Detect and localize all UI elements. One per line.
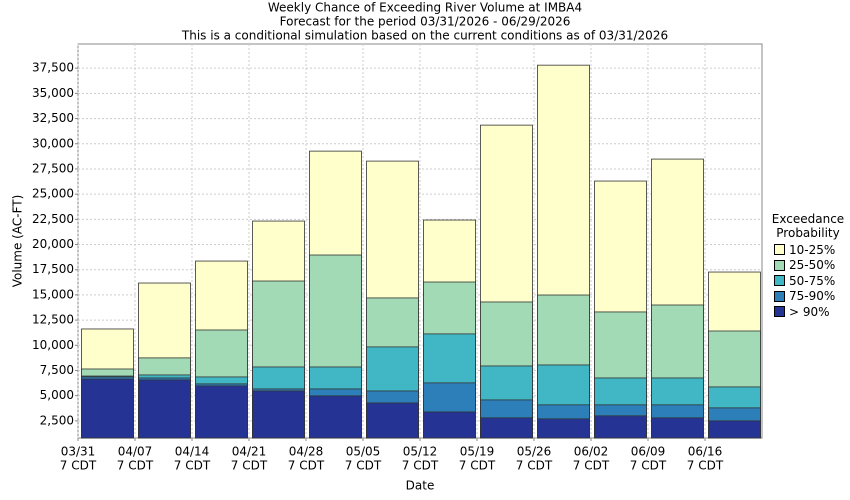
bar bbox=[537, 418, 590, 439]
bar bbox=[708, 420, 761, 439]
legend: Exceedance Probability 10-25% 25-50% 50-75… bbox=[766, 212, 850, 320]
x-tick-sublabel: 7 CDT bbox=[117, 459, 154, 473]
x-tick-label: 06/16 bbox=[688, 445, 723, 459]
x-tick-sublabel: 7 CDT bbox=[345, 459, 382, 473]
bar bbox=[480, 417, 533, 439]
bar bbox=[651, 417, 704, 439]
bar bbox=[423, 411, 476, 439]
legend-item: > 90% bbox=[766, 304, 850, 320]
legend-swatch bbox=[774, 244, 785, 256]
y-tick-label: 12,500 bbox=[32, 313, 74, 327]
y-tick-label: 10,000 bbox=[32, 338, 74, 352]
bar bbox=[195, 385, 248, 439]
x-tick-label: 06/09 bbox=[631, 445, 666, 459]
y-axis-title: Volume (AC-FT) bbox=[11, 195, 25, 288]
bar bbox=[138, 379, 191, 439]
legend-item: 75-90% bbox=[766, 289, 850, 305]
legend-label: > 90% bbox=[789, 304, 830, 319]
x-tick-sublabel: 7 CDT bbox=[630, 459, 667, 473]
grid bbox=[77, 44, 762, 438]
legend-label: 25-50% bbox=[789, 258, 836, 273]
legend-swatch bbox=[774, 275, 785, 287]
legend-item: 25-50% bbox=[766, 258, 850, 274]
x-tick-sublabel: 7 CDT bbox=[174, 459, 211, 473]
legend-swatch bbox=[774, 259, 785, 271]
legend-item: 50-75% bbox=[766, 273, 850, 289]
y-tick-label: 20,000 bbox=[32, 237, 74, 251]
x-tick-label: 05/19 bbox=[460, 445, 495, 459]
bar bbox=[366, 402, 419, 439]
bar bbox=[81, 378, 134, 439]
y-tick-label: 32,500 bbox=[32, 111, 74, 125]
legend-item: 10-25% bbox=[766, 242, 850, 258]
x-tick-label: 06/02 bbox=[574, 445, 609, 459]
x-tick-label: 04/07 bbox=[118, 445, 153, 459]
x-tick-sublabel: 7 CDT bbox=[573, 459, 610, 473]
y-tick-label: 35,000 bbox=[32, 86, 74, 100]
legend-label: 10-25% bbox=[789, 242, 836, 257]
x-tick-label: 04/28 bbox=[289, 445, 324, 459]
x-tick-label: 04/14 bbox=[175, 445, 210, 459]
chart-subtitle: Forecast for the period 03/31/2026 - 06/… bbox=[280, 15, 571, 29]
legend-swatch bbox=[774, 290, 785, 302]
bar bbox=[594, 415, 647, 439]
y-tick-label: 27,500 bbox=[32, 161, 74, 175]
y-tick-label: 5,000 bbox=[40, 388, 74, 402]
x-tick-label: 03/31 bbox=[61, 445, 96, 459]
x-axis-title: Date bbox=[406, 479, 435, 493]
x-tick-sublabel: 7 CDT bbox=[687, 459, 724, 473]
x-tick-label: 04/21 bbox=[232, 445, 267, 459]
y-tick-label: 7,500 bbox=[40, 363, 74, 377]
bar bbox=[309, 395, 362, 439]
y-tick-label: 37,500 bbox=[32, 61, 74, 75]
x-tick-sublabel: 7 CDT bbox=[60, 459, 97, 473]
x-tick-label: 05/12 bbox=[403, 445, 438, 459]
legend-title: Exceedance Probability bbox=[771, 212, 845, 240]
x-tick-sublabel: 7 CDT bbox=[459, 459, 496, 473]
x-tick-sublabel: 7 CDT bbox=[402, 459, 439, 473]
bar bbox=[252, 390, 305, 439]
chart-note: This is a conditional simulation based o… bbox=[181, 29, 668, 43]
legend-label: 50-75% bbox=[789, 273, 836, 288]
y-tick-label: 30,000 bbox=[32, 136, 74, 150]
x-tick-sublabel: 7 CDT bbox=[288, 459, 325, 473]
x-tick-sublabel: 7 CDT bbox=[231, 459, 268, 473]
y-tick-label: 17,500 bbox=[32, 262, 74, 276]
legend-swatch bbox=[774, 306, 785, 318]
x-tick-label: 05/05 bbox=[346, 445, 381, 459]
y-tick-label: 15,000 bbox=[32, 287, 74, 301]
x-tick-label: 05/26 bbox=[517, 445, 552, 459]
legend-label: 75-90% bbox=[789, 289, 836, 304]
y-tick-label: 2,500 bbox=[40, 413, 74, 427]
x-tick-sublabel: 7 CDT bbox=[516, 459, 553, 473]
y-tick-label: 25,000 bbox=[32, 187, 74, 201]
y-tick-label: 22,500 bbox=[32, 212, 74, 226]
chart-title: Weekly Chance of Exceeding River Volume … bbox=[268, 1, 582, 15]
